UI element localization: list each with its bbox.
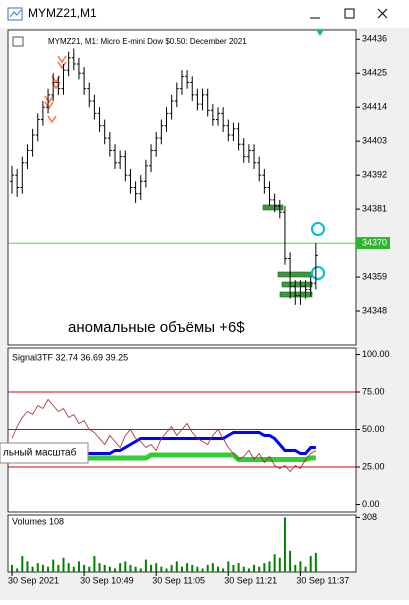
y-tick-label: 34414 (362, 102, 387, 112)
price-markers (311, 222, 325, 280)
x-tick-label: 30 Sep 2021 (8, 575, 59, 585)
y-tick-label: 34425 (362, 68, 387, 78)
y-tick-label: 34381 (362, 203, 387, 213)
y-tick-label: 34392 (362, 170, 387, 180)
chart-icon (12, 36, 24, 47)
chart-area (8, 30, 356, 572)
price-panel (7, 29, 357, 346)
y-tick-label: 34348 (362, 305, 387, 315)
current-price-label: 34370 (362, 237, 387, 247)
y-tick-label: 34436 (362, 34, 387, 44)
y-tick-label: 34359 (362, 271, 387, 281)
volume-title: Volumes 108 (12, 516, 64, 526)
y-tick-label: 50.00 (362, 424, 385, 434)
y-tick-label: 34403 (362, 136, 387, 146)
y-tick-label: 308 (362, 512, 377, 522)
x-tick-label: 30 Sep 11:37 (296, 575, 349, 585)
window-icon-line (9, 9, 22, 18)
plot-layer: 34436 34425 34414 34403 34392 34381 34359 34348… (8, 34, 390, 585)
y-tick-label: 100.00 (362, 349, 390, 359)
window-icon (7, 7, 23, 21)
y-tick-label: 0.00 (362, 499, 380, 509)
x-tick-label: 30 Sep 11:21 (224, 575, 277, 585)
window-title: MYMZ21,M1 (28, 6, 97, 20)
maximize-button[interactable] (344, 8, 355, 19)
y-tick-label: 75.00 (362, 386, 385, 396)
y-tick-label: 25.00 (362, 461, 385, 471)
shift-marker (316, 30, 324, 36)
annotation: аномальные объёмы +6$ (68, 319, 245, 336)
price-title: MYMZ21, M1: Micro E-mini Dow $0.50: Dece… (48, 37, 247, 46)
signal-title: Signal3TF 32.74 36.69 39.25 (12, 352, 128, 362)
signal-line (11, 398, 317, 473)
title-bar (0, 0, 409, 28)
tooltip: льный масштаб (3, 447, 77, 459)
x-tick-label: 30 Sep 10:49 (80, 575, 134, 585)
x-tick-label: 30 Sep 11:05 (152, 575, 205, 585)
close-button[interactable] (377, 8, 388, 19)
tooltip-box (0, 442, 89, 464)
current-price-box (356, 237, 390, 250)
